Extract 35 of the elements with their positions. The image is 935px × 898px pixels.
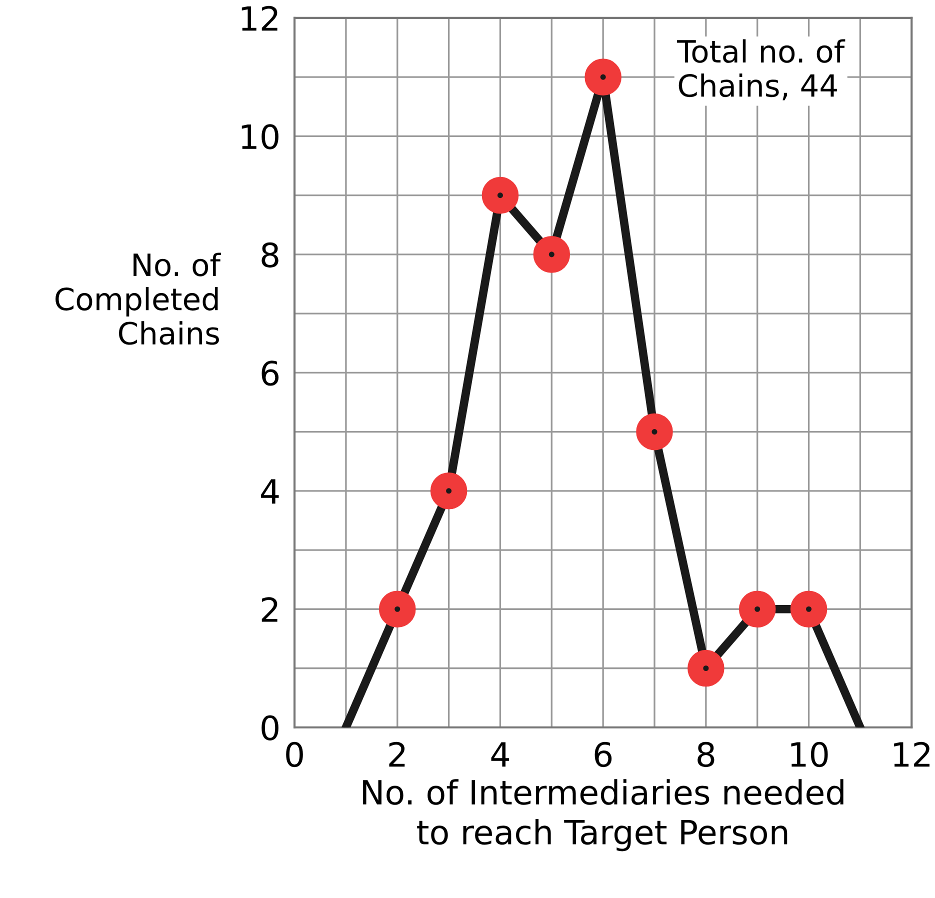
x-tick-label: 0 <box>286 742 303 768</box>
point <box>497 192 504 198</box>
point <box>652 429 658 435</box>
point <box>790 590 828 628</box>
x-tick-label: 8 <box>698 742 714 768</box>
x-tick-label: 4 <box>491 742 509 767</box>
point <box>688 650 724 687</box>
y-tick-label: 12 <box>242 6 278 31</box>
y-tick-label: 4 <box>261 479 279 504</box>
x-tick-label: 12 <box>894 742 930 767</box>
y-axis-title: No. of Completed Chains <box>56 252 222 345</box>
y-tick-label: 0 <box>262 715 278 741</box>
x-tick-label: 10 <box>791 742 828 768</box>
point <box>754 606 760 612</box>
point <box>446 488 452 494</box>
y-tick-label: 6 <box>262 360 279 386</box>
point <box>738 590 776 628</box>
point <box>600 74 606 80</box>
point <box>482 176 519 214</box>
annotation: Total no. of Chains, 44 <box>677 39 846 100</box>
point <box>703 665 709 672</box>
point <box>636 413 673 450</box>
point <box>378 590 416 628</box>
y-tick-label: 2 <box>262 597 278 622</box>
point <box>394 606 400 612</box>
x-tick-label: 6 <box>594 742 612 768</box>
x-axis-title: No. of Intermediaries needed to reach Target Person <box>363 779 844 852</box>
point <box>806 606 812 612</box>
y-tick-label: 8 <box>262 242 278 268</box>
y-tick-label: 10 <box>242 124 278 150</box>
point <box>430 472 468 510</box>
x-tick-label: 2 <box>389 742 405 767</box>
point <box>533 236 570 273</box>
point <box>548 252 554 258</box>
point <box>584 58 622 96</box>
